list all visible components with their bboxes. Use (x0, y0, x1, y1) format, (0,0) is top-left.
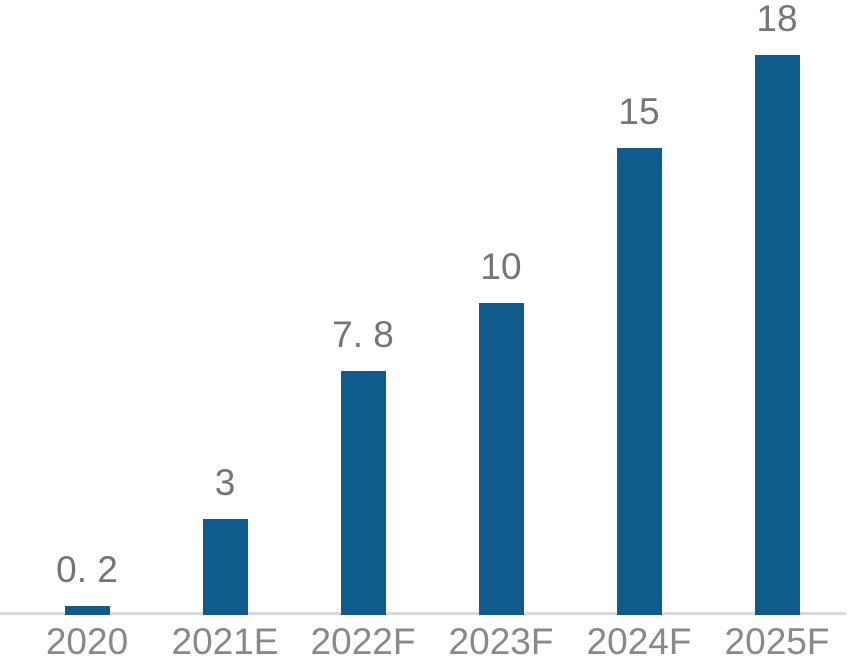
bar-value-label: 18 (756, 0, 798, 39)
x-axis-line (0, 612, 846, 615)
x-axis-label: 2020 (45, 621, 129, 662)
bar-value-label: 15 (618, 91, 660, 132)
bar-value-label: 3 (214, 462, 236, 503)
x-axis-label: 2021E (171, 621, 279, 662)
bar-value-label: 7. 8 (332, 314, 394, 355)
x-axis-label: 2024F (586, 621, 692, 662)
x-axis-label: 2023F (448, 621, 554, 662)
bar-2023f (478, 303, 524, 615)
x-axis-label: 2025F (724, 621, 830, 662)
bar-2022f (340, 371, 386, 615)
bar-value-label: 10 (480, 246, 522, 287)
bar-value-label: 0. 2 (56, 549, 118, 590)
bar-2025f (754, 55, 800, 615)
bar-2021e (202, 519, 248, 615)
bar-2020 (64, 606, 110, 615)
x-axis-label: 2022F (310, 621, 416, 662)
bar-2024f (616, 148, 662, 615)
